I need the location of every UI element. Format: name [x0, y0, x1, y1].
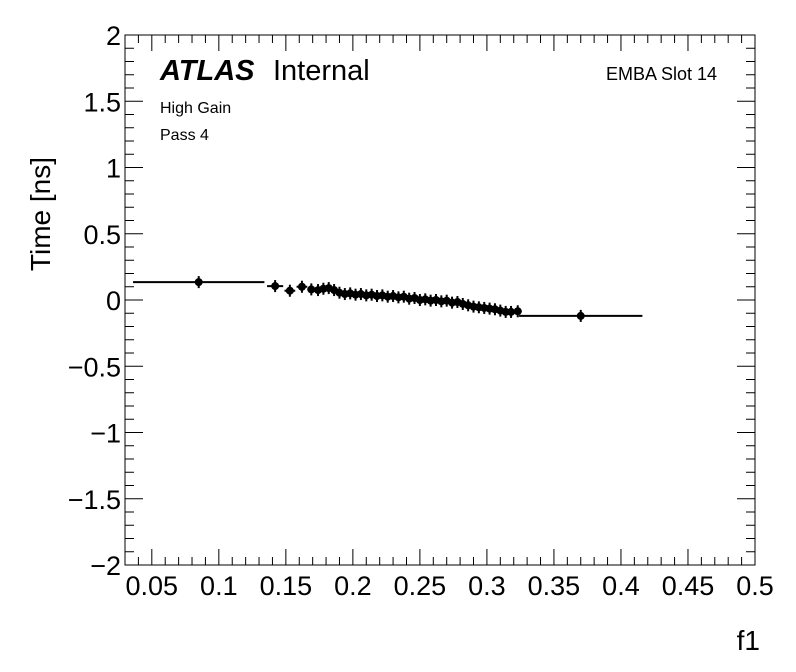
- y-tick-label: 1.5: [83, 87, 121, 117]
- module-label: EMBA Slot 14: [606, 64, 717, 84]
- atlas-label: ATLAS: [159, 55, 255, 87]
- x-tick-label: 0.35: [528, 571, 581, 601]
- y-tick-label: −2: [90, 551, 121, 581]
- x-tick-label: 0.05: [126, 571, 179, 601]
- data-point: [576, 311, 585, 320]
- x-tick-label: 0.25: [394, 571, 447, 601]
- data-point: [507, 307, 516, 316]
- y-axis-tick-labels: −2 −1.5 −1 −0.5 0 0.5 1 1.5 2: [68, 21, 121, 581]
- data-point: [271, 282, 280, 291]
- x-tick-label: 0.3: [468, 571, 506, 601]
- data-point: [194, 278, 203, 287]
- x-tick-label: 0.1: [200, 571, 238, 601]
- x-axis-ticks: [124, 35, 756, 565]
- internal-label: Internal: [273, 55, 370, 87]
- y-axis-ticks: [125, 34, 755, 566]
- x-tick-label: 0.5: [736, 571, 774, 601]
- y-tick-label: −1: [90, 419, 121, 449]
- gain-label: High Gain: [160, 100, 231, 117]
- y-tick-label: 0.5: [83, 220, 121, 250]
- y-tick-label: 1: [106, 154, 121, 184]
- y-tick-label: 0: [106, 286, 121, 316]
- x-axis-tick-labels: 0.05 0.1 0.15 0.2 0.25 0.3 0.35 0.4 0.45 0.5: [126, 571, 774, 601]
- x-axis-label: f1: [737, 625, 760, 656]
- data-series: [133, 276, 643, 322]
- x-tick-label: 0.45: [662, 571, 715, 601]
- data-point: [297, 282, 306, 291]
- y-tick-label: 2: [106, 21, 121, 51]
- y-tick-label: −0.5: [68, 352, 121, 382]
- y-axis-label: Time [ns]: [25, 157, 56, 271]
- data-point: [285, 286, 294, 295]
- x-tick-label: 0.15: [260, 571, 313, 601]
- data-point: [307, 285, 316, 294]
- pass-label: Pass 4: [160, 127, 209, 144]
- x-tick-label: 0.2: [334, 571, 372, 601]
- y-tick-label: −1.5: [68, 485, 121, 515]
- data-point: [513, 307, 522, 316]
- x-tick-label: 0.4: [602, 571, 640, 601]
